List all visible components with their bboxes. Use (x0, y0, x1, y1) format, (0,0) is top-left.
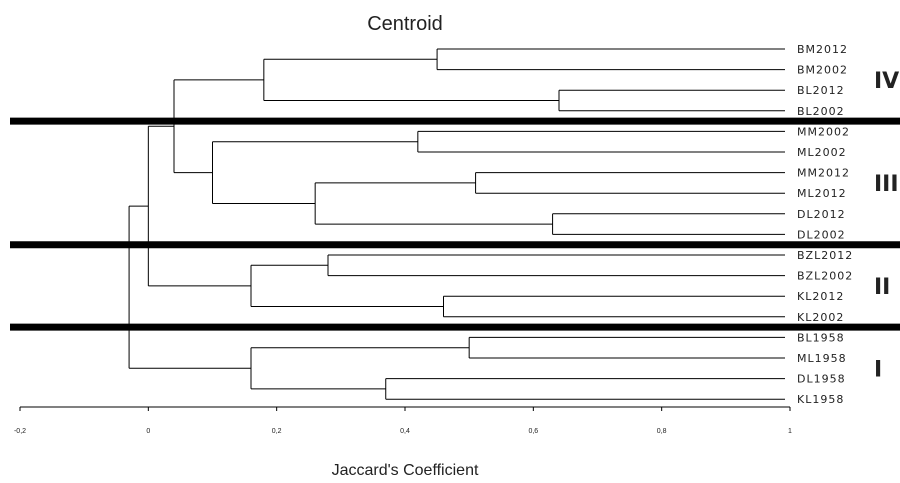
leaf-label: BZL2002 (797, 270, 853, 283)
leaf-label: ML1958 (797, 352, 847, 365)
x-tick-label: 0,2 (272, 428, 282, 435)
leaf-label: KL2002 (797, 311, 844, 324)
group-label: II (874, 275, 890, 300)
group-label: IV (874, 69, 899, 94)
leaf-label: BL2012 (797, 84, 845, 97)
x-tick-label: 0,6 (528, 428, 538, 435)
x-tick-label: 0 (146, 428, 150, 435)
x-axis: -0,2 0 0,2 0,4 0,6 0,8 1 (14, 406, 792, 435)
leaf-labels: BM2012 BM2002 BL2012 BL2002 MM2002 ML2002 MM20… (797, 43, 853, 406)
group-label: III (874, 172, 899, 197)
x-tick-label: 0,8 (657, 428, 667, 435)
group-separators (10, 117, 900, 331)
leaf-label: BM2002 (797, 64, 848, 77)
leaf-label: MM2002 (797, 125, 850, 138)
leaf-label: KL1958 (797, 393, 844, 406)
group-label: I (874, 357, 882, 382)
leaf-label: DL1958 (797, 373, 846, 386)
x-axis-label: Jaccard's Coefficient (332, 462, 479, 479)
leaf-label: DL2012 (797, 208, 846, 221)
leaf-label: BL1958 (797, 331, 845, 344)
leaf-label: ML2012 (797, 187, 847, 200)
leaf-label: BL2002 (797, 105, 845, 118)
leaf-label: MM2012 (797, 167, 850, 180)
x-tick-label: -0,2 (14, 428, 26, 435)
leaf-label: DL2002 (797, 228, 846, 241)
leaf-label: ML2002 (797, 146, 847, 159)
dendrogram-links (128, 48, 785, 400)
x-tick-label: 0,4 (400, 428, 410, 435)
leaf-label: BM2012 (797, 43, 848, 56)
x-tick-label: 1 (788, 428, 792, 435)
leaf-label: KL2012 (797, 290, 844, 303)
chart-title: Centroid (367, 13, 443, 35)
leaf-label: BZL2012 (797, 249, 853, 262)
